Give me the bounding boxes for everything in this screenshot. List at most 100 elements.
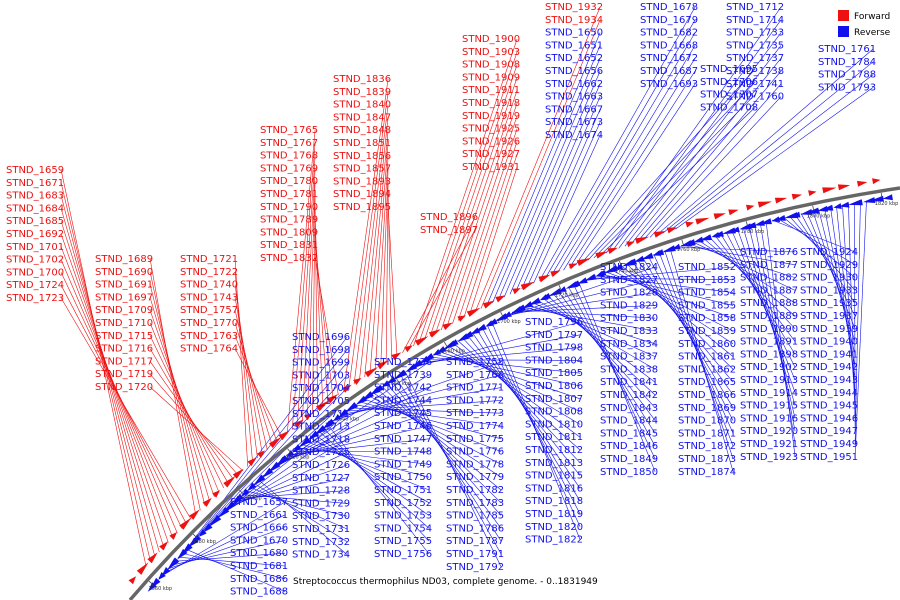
reverse-gene-label: STND_1941 (800, 349, 858, 360)
forward-connector (353, 104, 389, 385)
reverse-connector (503, 70, 601, 298)
reverse-gene-label: STND_1806 (525, 381, 583, 392)
reverse-gene-label: STND_1729 (292, 498, 350, 509)
reverse-connector (605, 271, 734, 319)
reverse-connector (731, 230, 796, 381)
reverse-gene-label: STND_1749 (374, 459, 432, 470)
reverse-gene-label: STND_1730 (292, 511, 350, 522)
reverse-gene-label: STND_1829 (600, 300, 658, 311)
reverse-connector (515, 96, 601, 292)
forward-connector (312, 193, 316, 415)
forward-gene-glyph (791, 193, 803, 200)
forward-gene-label: STND_1763 (180, 331, 238, 342)
reverse-gene-label: STND_1656 (545, 66, 603, 77)
gene-features (128, 178, 893, 592)
reverse-gene-glyph (882, 194, 893, 201)
reverse-gene-glyph (267, 461, 281, 474)
forward-gene-glyph (607, 247, 618, 255)
reverse-gene-label: STND_1714 (726, 15, 784, 26)
reverse-gene-glyph (693, 236, 704, 243)
reverse-gene-label: STND_1786 (446, 523, 504, 534)
reverse-gene-glyph (558, 286, 567, 293)
reverse-gene-glyph (487, 318, 498, 326)
reverse-gene-label: STND_1779 (446, 472, 504, 483)
tick-label: 1640 kbp (336, 416, 360, 422)
forward-gene-glyph (247, 457, 257, 467)
forward-connector (149, 348, 229, 484)
forward-gene-label: STND_1897 (420, 225, 478, 236)
forward-gene-label: STND_1927 (462, 149, 520, 160)
reverse-gene-label: STND_1865 (678, 377, 736, 388)
forward-gene-label: STND_1767 (260, 138, 318, 149)
reverse-connector (653, 254, 734, 434)
reverse-connector (404, 371, 502, 567)
forward-gene-label: STND_1757 (180, 305, 238, 316)
reverse-connector (626, 263, 734, 370)
reverse-connector (643, 83, 782, 240)
reverse-gene-glyph (241, 488, 250, 497)
forward-gene-label: STND_1723 (6, 293, 64, 304)
reverse-gene-label: STND_1811 (525, 432, 583, 443)
reverse-gene-label: STND_1728 (292, 486, 350, 497)
reverse-gene-label: STND_1796 (525, 317, 583, 328)
reverse-gene-glyph (286, 450, 295, 458)
forward-gene-label: STND_1684 (6, 203, 64, 214)
reverse-gene-glyph (371, 384, 384, 394)
reverse-gene-label: STND_1915 (740, 401, 798, 412)
reverse-gene-glyph (459, 330, 474, 341)
reverse-gene-label: STND_1874 (678, 467, 736, 478)
reverse-connector (754, 224, 796, 432)
tick-label: 1780 kbp (741, 229, 765, 235)
reverse-gene-glyph (731, 226, 740, 233)
forward-gene-label: STND_1743 (180, 292, 238, 303)
reverse-gene-label: STND_1731 (292, 524, 350, 535)
reverse-connector (675, 87, 874, 230)
forward-gene-label: STND_1683 (6, 191, 64, 202)
forward-gene-label: STND_1690 (95, 267, 153, 278)
reverse-gene-label: STND_1776 (446, 447, 504, 458)
tick-mark (619, 260, 622, 266)
reverse-gene-label: STND_1711 (292, 409, 350, 420)
forward-gene-glyph (482, 300, 495, 309)
reverse-gene-glyph (540, 292, 552, 300)
forward-gene-glyph (147, 552, 158, 564)
reverse-gene-label: STND_1680 (230, 548, 288, 559)
reverse-gene-label: STND_1732 (292, 537, 350, 548)
reverse-gene-label: STND_1772 (446, 395, 504, 406)
forward-connector (149, 361, 234, 480)
reverse-gene-glyph (470, 327, 481, 335)
reverse-gene-label: STND_1873 (678, 454, 736, 465)
forward-gene-glyph (568, 263, 578, 270)
forward-gene-label: STND_1895 (333, 202, 391, 213)
reverse-gene-label: STND_1852 (678, 262, 736, 273)
reverse-gene-label: STND_1850 (600, 467, 658, 478)
reverse-gene-label: STND_1866 (678, 390, 736, 401)
tick-mark (239, 489, 244, 494)
reverse-gene-glyph (360, 391, 374, 402)
forward-gene-label: STND_1832 (260, 253, 318, 264)
forward-gene-glyph (202, 497, 212, 507)
forward-connector (234, 271, 253, 463)
reverse-gene-glyph (522, 301, 534, 309)
tick-label: 1600 kbp (238, 495, 262, 501)
reverse-gene-label: STND_1876 (740, 247, 798, 258)
forward-connector (314, 257, 339, 396)
reverse-gene-label: STND_1748 (374, 447, 432, 458)
forward-gene-glyph (376, 360, 389, 370)
reverse-gene-glyph (528, 297, 541, 306)
forward-gene-glyph (822, 187, 837, 194)
reverse-connector (599, 107, 756, 256)
reverse-gene-label: STND_1787 (446, 536, 504, 547)
tick-mark (745, 221, 748, 227)
reverse-connector (296, 447, 430, 465)
forward-gene-glyph (595, 251, 608, 259)
reverse-gene-label: STND_1747 (374, 434, 432, 445)
reverse-gene-glyph (547, 288, 562, 297)
forward-gene-label: STND_1900 (462, 34, 520, 45)
forward-gene-label: STND_1836 (333, 74, 391, 85)
reverse-connector (447, 345, 581, 425)
forward-gene-glyph (293, 419, 304, 429)
reverse-gene-glyph (450, 339, 459, 346)
reverse-connector (517, 309, 656, 319)
reverse-connector (575, 83, 696, 266)
